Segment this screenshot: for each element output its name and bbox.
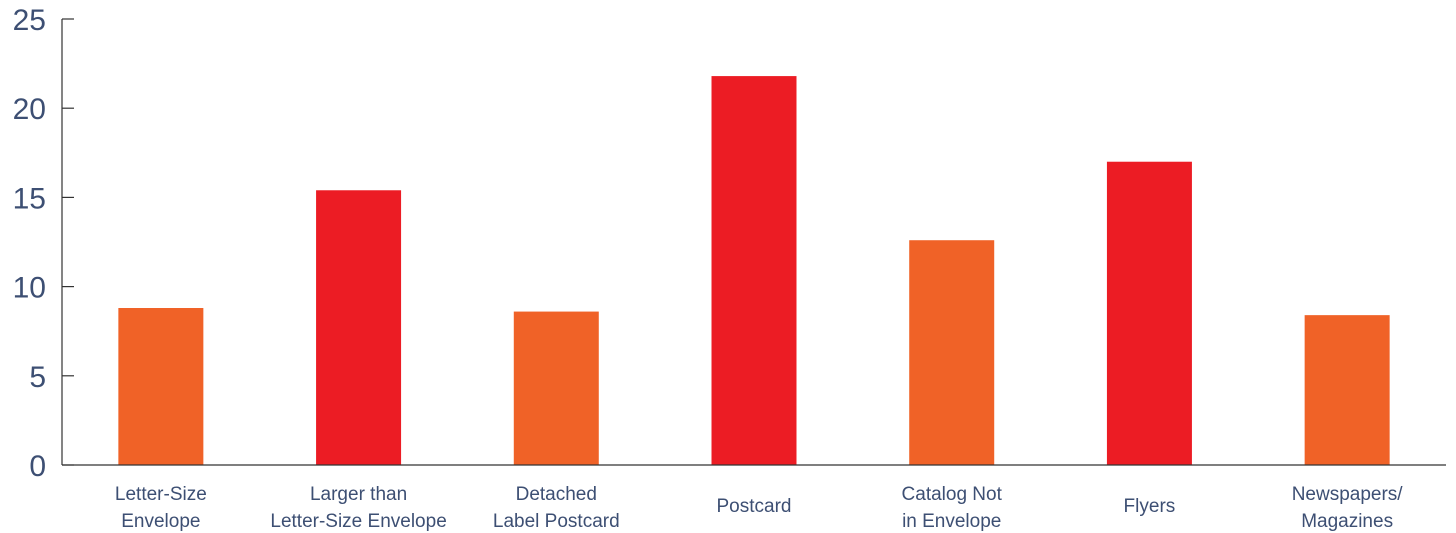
bar (118, 308, 204, 465)
bar (1304, 315, 1390, 465)
x-axis-labels: Letter-Size Envelope Larger than Letter-Siz… (115, 484, 1403, 532)
x-tick-label-line: Envelope (121, 511, 200, 532)
x-tick-label: Newspapers/Magazines (1292, 484, 1404, 532)
x-tick-label: Postcard (717, 496, 792, 517)
y-tick-label: 5 (29, 361, 46, 394)
y-axis-ticks: 0 5 10 15 20 25 (13, 4, 74, 483)
x-tick-label: Letter-Size Envelope (115, 484, 207, 532)
x-tick-label-line: Label Postcard (493, 511, 620, 532)
y-tick-label: 0 (29, 450, 46, 483)
x-tick-label-line: Letter-Size (115, 484, 207, 505)
x-tick-label: Larger than Letter-Size Envelope (270, 484, 446, 532)
y-tick-label: 20 (13, 93, 46, 126)
x-tick-label: Catalog Not in Envelope (902, 484, 1003, 532)
y-tick-label: 10 (13, 272, 46, 305)
x-tick-label-line: Detached (516, 484, 597, 505)
x-tick-label: Detached Label Postcard (493, 484, 620, 532)
x-tick-label-line: Larger than (310, 484, 407, 505)
bar (316, 190, 402, 465)
bars (118, 76, 1390, 465)
bar (1106, 161, 1192, 465)
x-tick-label-line: Catalog Not (902, 484, 1003, 505)
bar (909, 240, 995, 465)
y-tick-label: 15 (13, 182, 46, 215)
bar (513, 311, 599, 465)
x-tick-label-line: Newspapers/ (1292, 484, 1404, 505)
x-tick-label-line: in Envelope (902, 511, 1001, 532)
y-tick-label: 25 (13, 4, 46, 37)
bar (711, 76, 797, 465)
x-tick-label-line: Magazines (1301, 511, 1393, 532)
x-tick-label: Flyers (1124, 496, 1176, 517)
x-tick-label-line: Letter-Size Envelope (270, 511, 446, 532)
